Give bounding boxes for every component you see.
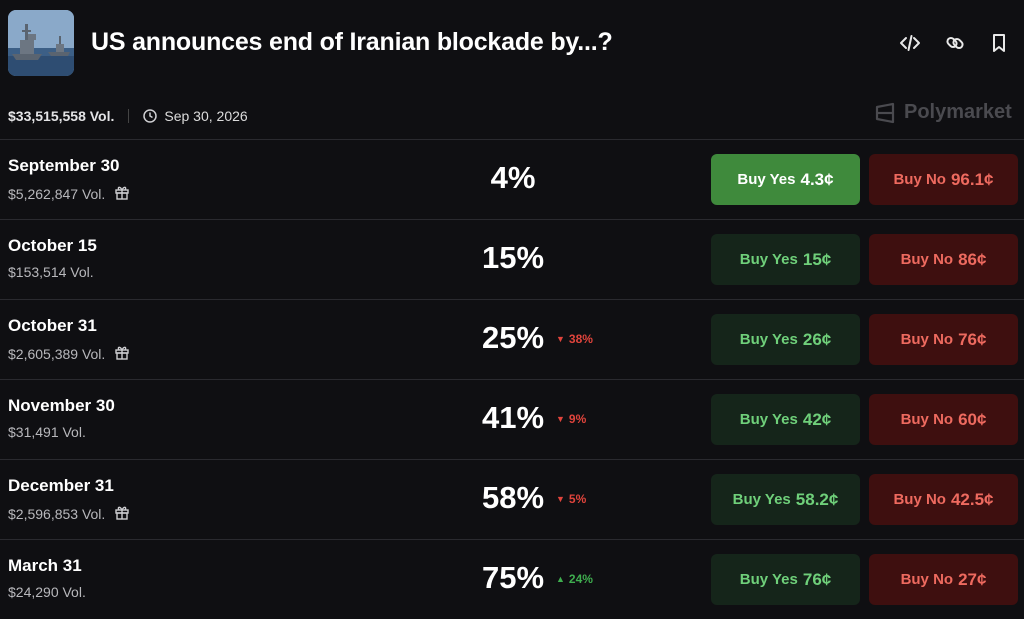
buy-no-button[interactable]: Buy No 86¢ — [869, 234, 1018, 285]
outcome-row[interactable]: March 31 $24,290 Vol. 75% ▲ 24% Buy Yes 76¢ Buy… — [0, 539, 1024, 619]
outcome-volume-text: $31,491 Vol. — [8, 424, 86, 440]
outcome-probability: 25% — [481, 320, 545, 355]
buy-yes-label: Buy Yes — [739, 411, 798, 428]
outcome-name: November 30 — [8, 396, 115, 415]
down-arrow-icon: ▼ — [556, 414, 565, 424]
buy-no-price: 86¢ — [958, 249, 987, 269]
gift-icon — [105, 504, 130, 523]
clock-icon — [143, 109, 158, 123]
buy-yes-label: Buy Yes — [739, 331, 798, 348]
outcome-row[interactable]: October 15 $153,514 Vol. 15% Buy Yes 15¢ Buy … — [0, 219, 1024, 299]
outcome-probability: 58% — [481, 480, 545, 515]
buy-yes-label: Buy Yes — [739, 251, 798, 268]
buy-yes-price: 26¢ — [802, 329, 832, 349]
buy-no-price: 27¢ — [958, 569, 987, 589]
down-arrow-icon: ▼ — [556, 334, 565, 344]
outcome-volume: $24,290 Vol. — [8, 584, 86, 600]
buy-yes-button[interactable]: Buy Yes 42¢ — [711, 394, 860, 445]
gift-icon — [105, 344, 130, 363]
outcome-row[interactable]: November 30 $31,491 Vol. 41% ▼ 9% Buy Yes 42¢ B… — [0, 379, 1024, 459]
probability-change: ▼ 5% — [556, 492, 586, 506]
market-meta: $33,515,558 Vol. Sep 30, 2026 — [8, 106, 248, 126]
buy-no-price: 42.5¢ — [950, 489, 994, 509]
outcome-probability: 4% — [490, 160, 536, 195]
brand-name: Polymarket — [904, 101, 1012, 123]
outcome-name: December 31 — [8, 476, 114, 495]
buy-no-label: Buy No — [893, 171, 946, 188]
up-arrow-icon: ▲ — [556, 574, 565, 584]
probability-change: ▼ 38% — [556, 332, 593, 346]
end-date: Sep 30, 2026 — [164, 108, 248, 124]
total-volume: $33,515,558 Vol. — [8, 108, 115, 124]
outcome-name: March 31 — [8, 556, 82, 575]
buy-no-button[interactable]: Buy No 42.5¢ — [869, 474, 1018, 525]
outcome-volume: $31,491 Vol. — [8, 424, 86, 440]
probability-change-value: 5% — [568, 492, 587, 506]
buy-yes-price: 15¢ — [802, 249, 832, 269]
buy-no-price: 76¢ — [958, 329, 987, 349]
buy-yes-price: 4.3¢ — [800, 169, 834, 189]
buy-yes-button[interactable]: Buy Yes 4.3¢ — [711, 154, 860, 205]
buy-no-label: Buy No — [900, 331, 954, 348]
outcome-volume: $5,262,847 Vol. — [8, 184, 130, 203]
outcome-volume: $153,514 Vol. — [8, 264, 94, 280]
buy-no-label: Buy No — [900, 251, 954, 268]
buy-yes-button[interactable]: Buy Yes 58.2¢ — [711, 474, 860, 525]
outcome-volume-text: $2,596,853 Vol. — [8, 505, 106, 522]
outcome-probability: 15% — [481, 240, 545, 275]
buy-yes-price: 42¢ — [802, 409, 832, 429]
buy-yes-label: Buy Yes — [732, 491, 791, 508]
outcome-volume: $2,605,389 Vol. — [8, 344, 130, 363]
buy-yes-label: Buy Yes — [737, 171, 796, 188]
warship-image — [8, 10, 74, 76]
down-arrow-icon: ▼ — [556, 494, 565, 504]
buy-no-button[interactable]: Buy No 27¢ — [869, 554, 1018, 605]
market-header: US announces end of Iranian blockade by.… — [0, 0, 1024, 90]
market-thumbnail — [8, 10, 74, 76]
outcome-volume-text: $2,605,389 Vol. — [8, 345, 106, 362]
link-icon[interactable] — [944, 32, 966, 54]
buy-yes-price: 76¢ — [802, 569, 832, 589]
buy-no-button[interactable]: Buy No 96.1¢ — [869, 154, 1018, 205]
outcome-probability: 41% — [481, 400, 545, 435]
buy-no-label: Buy No — [900, 571, 954, 588]
buy-no-price: 96.1¢ — [950, 169, 994, 189]
buy-no-label: Buy No — [900, 411, 954, 428]
brand-logo: Polymarket — [874, 101, 1012, 124]
outcome-row[interactable]: December 31 $2,596,853 Vol. 58% ▼ 5% Buy Yes 5… — [0, 459, 1024, 539]
probability-change: ▲ 24% — [556, 572, 593, 586]
outcome-volume-text: $153,514 Vol. — [8, 264, 94, 280]
divider — [128, 109, 130, 123]
outcome-volume: $2,596,853 Vol. — [8, 504, 130, 523]
buy-yes-button[interactable]: Buy Yes 15¢ — [711, 234, 860, 285]
buy-no-price: 60¢ — [958, 409, 987, 429]
probability-change-value: 38% — [568, 332, 593, 346]
outcome-row[interactable]: October 31 $2,605,389 Vol. 25% ▼ 38% Buy Yes 2… — [0, 299, 1024, 379]
outcomes-list: September 30 $5,262,847 Vol. 4% Buy Yes 4.3¢… — [0, 139, 1024, 619]
outcome-row[interactable]: September 30 $5,262,847 Vol. 4% Buy Yes 4.3¢… — [0, 139, 1024, 219]
buy-yes-button[interactable]: Buy Yes 76¢ — [711, 554, 860, 605]
outcome-name: October 15 — [8, 236, 97, 255]
page-title: US announces end of Iranian blockade by.… — [91, 28, 613, 56]
buy-yes-price: 58.2¢ — [795, 489, 839, 509]
embed-code-icon[interactable] — [899, 32, 921, 54]
outcome-name: September 30 — [8, 156, 120, 175]
buy-yes-button[interactable]: Buy Yes 26¢ — [711, 314, 860, 365]
buy-no-button[interactable]: Buy No 76¢ — [869, 314, 1018, 365]
outcome-volume-text: $24,290 Vol. — [8, 584, 86, 600]
probability-change-value: 24% — [568, 572, 593, 586]
buy-yes-label: Buy Yes — [739, 571, 798, 588]
buy-no-label: Buy No — [893, 491, 946, 508]
probability-change-value: 9% — [568, 412, 587, 426]
outcome-probability: 75% — [481, 560, 545, 595]
gift-icon — [105, 184, 130, 203]
buy-no-button[interactable]: Buy No 60¢ — [869, 394, 1018, 445]
bookmark-icon[interactable] — [988, 32, 1010, 54]
outcome-volume-text: $5,262,847 Vol. — [8, 185, 106, 202]
outcome-name: October 31 — [8, 316, 97, 335]
probability-change: ▼ 9% — [556, 412, 586, 426]
polymarket-icon — [875, 102, 895, 123]
